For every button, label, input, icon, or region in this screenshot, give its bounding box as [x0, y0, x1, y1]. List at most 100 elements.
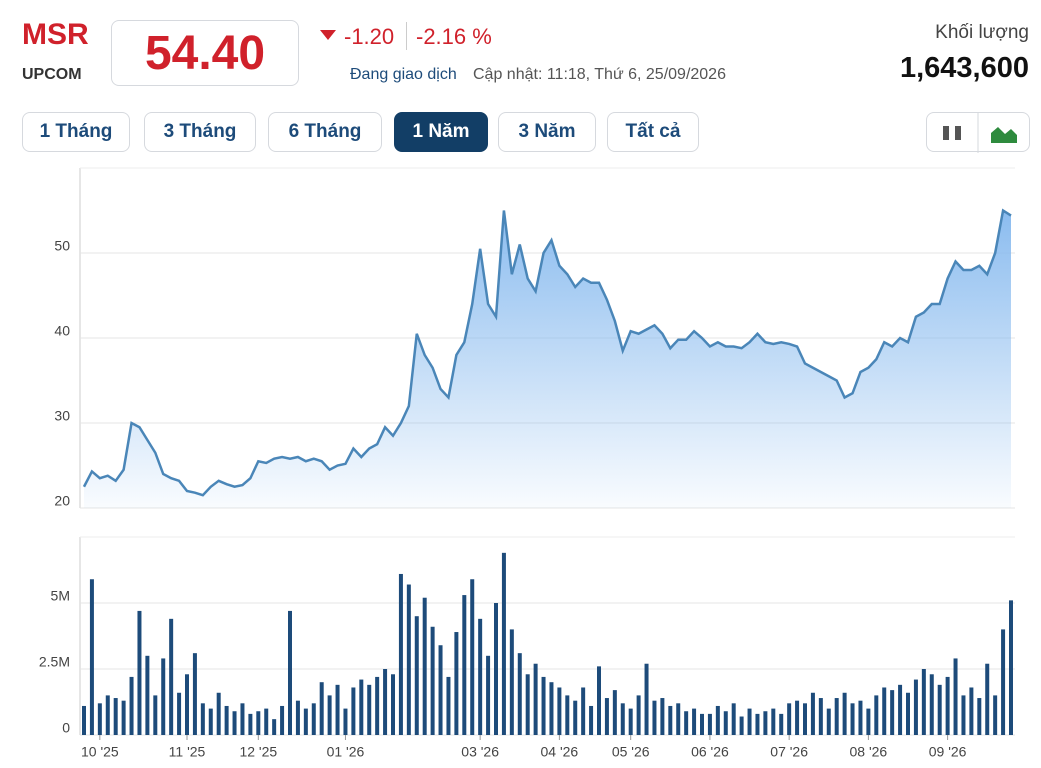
volume-bar: [105, 695, 110, 735]
volume-bar: [121, 700, 126, 735]
volume-bar: [398, 573, 403, 735]
x-tick-label: 12 '25: [239, 744, 277, 760]
volume-bar: [288, 610, 292, 735]
volume-bar: [644, 663, 649, 735]
volume-bar: [1001, 629, 1006, 735]
volume-bar: [597, 666, 601, 735]
volume-bar: [684, 711, 689, 735]
x-tick-label: 05 '26: [612, 744, 650, 760]
toggle-icons: [943, 113, 1017, 153]
x-tick-label: 01 '26: [327, 744, 365, 760]
volume-bar: [882, 687, 887, 735]
volume-bar: [89, 579, 94, 735]
volume-bar: [509, 629, 514, 735]
x-tick-label: 04 '26: [541, 744, 579, 760]
y-tick-label: 50: [54, 238, 70, 254]
volume-bar: [810, 692, 815, 735]
volume-bar: [335, 684, 340, 735]
x-tick-label: 06 '26: [691, 744, 729, 760]
volume-bar: [462, 595, 467, 735]
volume-bar: [525, 674, 530, 735]
down-arrow: [320, 30, 336, 40]
price-area: [84, 210, 1011, 508]
volume-bar: [565, 695, 570, 735]
exchange: UPCOM: [22, 66, 82, 83]
y-tick-label: 5M: [51, 588, 70, 604]
y-tick-label: 20: [54, 493, 70, 509]
volume-bar: [842, 692, 847, 735]
volume-bar: [446, 676, 451, 735]
volume-bar: [383, 669, 388, 735]
volume-bar: [113, 698, 118, 735]
volume-bar: [169, 618, 174, 735]
volume-bar: [771, 708, 776, 735]
volume-bar: [224, 705, 229, 735]
volume-bar: [208, 708, 213, 735]
volume-bar: [406, 584, 411, 735]
volume-bar: [985, 663, 990, 735]
volume-bar: [82, 705, 86, 735]
volume-bar: [327, 695, 332, 735]
volume-bar: [478, 618, 483, 735]
volume-bar: [945, 676, 950, 735]
volume-bar: [430, 626, 435, 735]
volume-bar: [581, 687, 586, 735]
volume-bar: [470, 579, 475, 735]
volume-bar: [898, 684, 903, 735]
area-icon[interactable]: [991, 127, 1017, 143]
range-tab[interactable]: 6 Tháng: [268, 112, 382, 152]
volume-bar: [913, 679, 918, 735]
x-tick-label: 09 '26: [929, 744, 967, 760]
status: Đang giao dịch: [350, 66, 457, 83]
y-tick-label: 2.5M: [39, 654, 70, 670]
range-tab[interactable]: Tất cả: [607, 112, 699, 152]
volume-bar: [755, 713, 760, 735]
volume-bar: [874, 695, 879, 735]
candle-icon[interactable]: [943, 126, 949, 140]
range-tab[interactable]: 1 Năm: [394, 112, 488, 152]
range-tab[interactable]: 3 Năm: [498, 112, 596, 152]
volume-bar: [921, 669, 926, 735]
x-tick-label: 08 '26: [850, 744, 888, 760]
volume-bar: [723, 711, 728, 735]
volume-bar: [549, 682, 554, 735]
volume-bar: [240, 703, 245, 735]
volume-bar: [668, 705, 673, 735]
volume-bar: [826, 708, 831, 735]
volume-bar: [803, 703, 807, 735]
candle-icon[interactable]: [955, 126, 961, 140]
chart-type-toggle[interactable]: [926, 112, 1030, 153]
volume-bar: [937, 684, 942, 735]
volume-bar: [707, 713, 712, 735]
volume-bar: [795, 700, 800, 735]
change: -1.20: [344, 24, 395, 49]
volume-bar: [486, 655, 491, 735]
volume-bar: [438, 645, 443, 735]
volume-bar: [216, 692, 221, 735]
volume-bar: [359, 679, 364, 735]
updated: Cập nhật: 11:18, Thứ 6, 25/09/2026: [473, 66, 726, 83]
volume-bar: [906, 692, 910, 735]
range-tab[interactable]: 1 Tháng: [22, 112, 130, 152]
volume-bar: [818, 698, 823, 735]
volume-bar: [137, 610, 142, 735]
volume-bar: [573, 700, 578, 735]
x-tick-label: 11 '25: [169, 744, 206, 760]
symbol: MSR: [22, 18, 89, 51]
volume-bar: [779, 713, 784, 735]
volume-bar: [652, 700, 657, 735]
volume-bar: [692, 708, 697, 735]
range-tab[interactable]: 3 Tháng: [144, 112, 256, 152]
volume-bar: [660, 698, 665, 735]
volume-bar: [232, 711, 237, 735]
x-tick-label: 07 '26: [770, 744, 808, 760]
volume-bar: [375, 676, 380, 735]
volume-bar: [200, 703, 205, 735]
volume-bar: [731, 703, 736, 735]
volume-bar: [248, 713, 253, 735]
volume-bar: [858, 700, 863, 735]
volume-bar: [620, 703, 625, 735]
x-tick-label: 03 '26: [461, 744, 499, 760]
